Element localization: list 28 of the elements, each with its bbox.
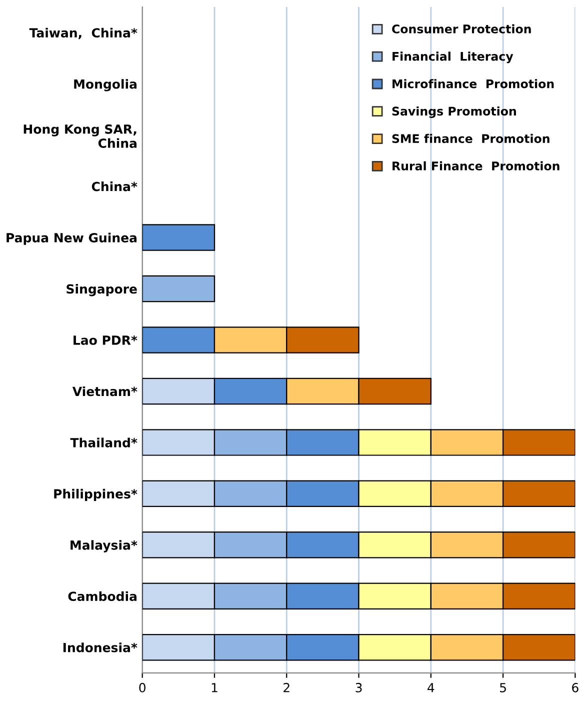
x-tick-label: 6 xyxy=(572,682,578,692)
y-tick-label: Taiwan, China* xyxy=(29,28,138,40)
y-tick-label: Thailand* xyxy=(70,438,138,448)
legend-label: Microfinance Promotion xyxy=(392,79,554,88)
y-tick-label: Indonesia* xyxy=(63,642,138,652)
x-tick-label: 0 xyxy=(139,682,146,692)
y-tick-label: Mongolia xyxy=(74,79,136,92)
y-tick-label: Lao PDR* xyxy=(74,335,138,345)
legend-label: SME finance Promotion xyxy=(392,134,550,144)
x-tick-label: 1 xyxy=(212,683,218,692)
y-tick-label: Philippines* xyxy=(54,488,138,502)
y-tick-label: Singapore xyxy=(66,284,137,296)
y-tick-label: Hong Kong SAR, China xyxy=(24,124,136,148)
legend-label: Savings Promotion xyxy=(392,106,516,118)
x-tick-label: 3 xyxy=(356,682,362,692)
y-tick-label: Vietnam* xyxy=(72,386,138,396)
x-tick-label: 2 xyxy=(284,682,290,692)
legend-label: Rural Finance Promotion xyxy=(392,161,560,170)
bar xyxy=(142,224,216,251)
y-tick-label: Cambodia xyxy=(68,591,136,602)
bar xyxy=(142,275,216,302)
y-tick-label: Malaysia* xyxy=(70,540,138,552)
x-tick-label: 4 xyxy=(428,683,434,692)
legend-label: Consumer Protection xyxy=(392,24,531,34)
x-tick-label: 5 xyxy=(500,683,506,692)
y-tick-label: China* xyxy=(92,182,138,192)
legend-label: Financial Literacy xyxy=(392,52,514,64)
y-tick-label: Papua New Guinea xyxy=(6,232,136,245)
